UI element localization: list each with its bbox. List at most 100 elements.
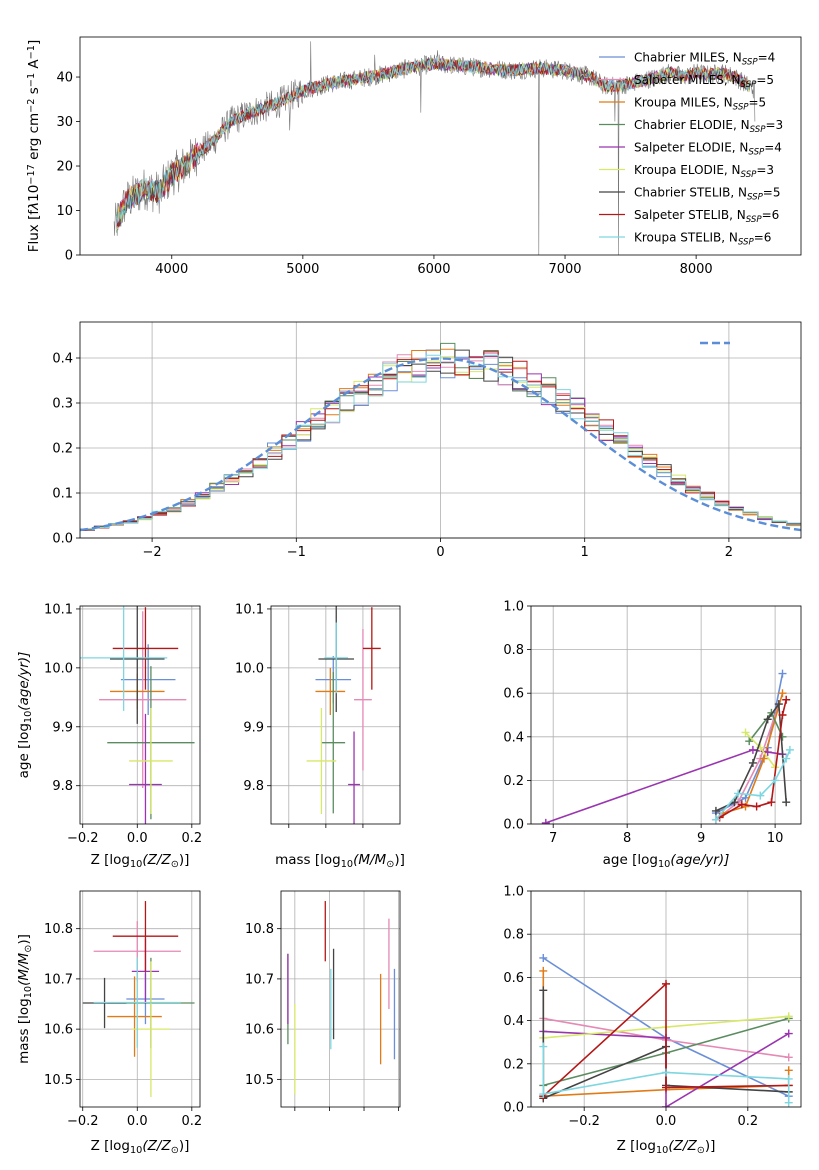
legend-entry-part: SSP: [733, 102, 750, 112]
x-tick-label: 5000: [286, 262, 319, 277]
legend-entry-part: Chabrier ELODIE, N: [634, 118, 750, 132]
axes-frame: [270, 605, 401, 825]
plot-area: [80, 606, 195, 824]
weight-marker: [784, 1066, 793, 1075]
y-axis-label-part: Flux [f: [26, 209, 42, 253]
x-axis-label-part: age [log: [603, 852, 658, 868]
errorbar-point: [112, 901, 179, 972]
y-tick-label: 9.9: [243, 720, 264, 735]
x-tick-label: 0.2: [737, 1114, 758, 1129]
x-axis-label-part: ⊙: [171, 859, 179, 870]
x-tick-label: 7: [549, 831, 557, 846]
x-axis-label: mass [log10(M/M⊙)]: [275, 852, 405, 870]
errorbar-point: [120, 644, 176, 715]
y-tick-label: 9.8: [243, 779, 264, 794]
weight-marker: [782, 754, 791, 763]
y-tick-label: 10.5: [245, 1073, 274, 1088]
legend-entry-part: Salpeter MILES, N: [634, 73, 741, 87]
x-tick-label: −0.2: [568, 1114, 600, 1129]
histogram-salpeter-stelib: [80, 351, 801, 538]
x-axis-label-part: 10: [130, 1145, 142, 1156]
y-axis-label-part: λ: [26, 202, 42, 211]
weight-line-chabrier-miles: [715, 673, 784, 814]
weight-line-salpeter-stelib: [542, 982, 789, 1097]
x-axis-label-part: ⊙: [386, 859, 394, 870]
y-axis-label-part: 10: [23, 986, 34, 998]
weight-marker: [778, 711, 787, 719]
x-axis-label: age [log10(age/yr)]: [603, 852, 730, 870]
legend-entry-part: Kroupa ELODIE, N: [634, 163, 741, 177]
x-axis-label-part: (M/M: [353, 852, 386, 868]
x-axis-label-part: (Z/Z: [668, 1138, 697, 1154]
y-tick-label: 0: [65, 249, 73, 264]
errorbar-point: [362, 607, 381, 690]
errorbar-point: [107, 976, 162, 1057]
weight-marker: [784, 1074, 793, 1083]
legend-entry-part: =6: [754, 231, 772, 245]
plot-area: [80, 342, 801, 538]
legend-entry: Chabrier MILES, NSSP=4: [634, 51, 775, 68]
y-axis-label-part: (age/yr)]: [16, 652, 32, 711]
legend-entry-part: =5: [756, 73, 774, 87]
y-tick-label: 0.4: [52, 352, 73, 367]
weight-line-chabrier-stelib: [715, 701, 787, 812]
weight-marker: [539, 1042, 548, 1051]
x-tick-label: 2: [725, 545, 733, 560]
y-axis-label-part: (M/M: [16, 952, 32, 985]
weight-marker: [760, 754, 769, 763]
legend-entry-part: Kroupa MILES, N: [634, 96, 733, 110]
x-axis-label-part: Z [log: [617, 1138, 656, 1154]
y-axis-label-part: s: [26, 87, 42, 98]
y-axis-label-part: 10: [23, 711, 34, 723]
legend: Chabrier MILES, NSSP=4 Salpeter MILES, N S…: [599, 51, 783, 247]
weight-line-kroupa-miles: [723, 692, 784, 814]
weight-marker: [539, 953, 548, 962]
legend-entry-part: Kroupa STELIB, N: [634, 231, 738, 245]
weight-marker: [734, 789, 743, 798]
x-axis-label-part: 10: [341, 859, 353, 870]
y-tick-label: 1.0: [503, 600, 524, 615]
x-tick-label: −1: [287, 545, 306, 560]
y-tick-label: 0.4: [503, 1014, 524, 1029]
chart-mass-vs-EBV: 10.5 10.6 10.7 10.8: [245, 890, 401, 1111]
errorbar-point: [110, 606, 165, 724]
legend-entry-part: SSP: [738, 237, 755, 247]
y-axis-label-part: erg cm: [26, 113, 42, 164]
weight-line-salpeter-miles: [715, 703, 780, 821]
weight-marker: [539, 1090, 548, 1099]
weight-marker: [763, 748, 772, 757]
x-axis-label-part: )]: [394, 852, 405, 868]
legend-entry-part: SSP: [748, 147, 765, 157]
y-axis-label-part: −1: [26, 73, 37, 87]
errorbar-point: [354, 628, 372, 771]
x-axis-label-part: Z [log: [91, 852, 130, 868]
y-axis-label-part: ]: [26, 40, 42, 45]
x-axis-label-part: Z [log: [91, 1138, 130, 1154]
y-tick-label: 0.0: [52, 532, 73, 547]
x-axis-label-part: (Z/Z: [142, 852, 171, 868]
weight-marker: [662, 1068, 670, 1077]
chart-age-vs-mass: 9.8 9.9 10.0 10.1 mass [log10(M/M⊙)]: [235, 602, 405, 870]
plot-area: [539, 953, 793, 1107]
errorbar-point: [129, 713, 162, 824]
y-tick-label: 1.0: [503, 885, 524, 900]
x-tick-label: −0.2: [67, 1114, 99, 1129]
y-tick-label: 0.6: [503, 971, 524, 986]
y-tick-label: 0.1: [52, 487, 73, 502]
x-tick-label: 4000: [155, 262, 188, 277]
weight-marker: [784, 1098, 793, 1107]
chart-weight-vs-Z: −0.2 0.0 0.2 0.0 0.2 0.4 0.6 0.8 1.0 Z [log10(Z/Z…: [503, 885, 802, 1156]
weight-marker: [711, 815, 720, 824]
grid-lines: [271, 606, 400, 824]
y-tick-label: 10: [56, 204, 73, 219]
y-tick-label: 0.0: [503, 1101, 524, 1116]
legend-entry-part: Chabrier STELIB, N: [634, 186, 747, 200]
x-tick-label: 0.0: [656, 1114, 677, 1129]
gaussian-curve: [80, 357, 801, 532]
axes-frame: [79, 605, 201, 825]
y-axis-label-part: mass [log: [16, 998, 32, 1064]
y-tick-label: 0.2: [503, 1057, 524, 1072]
weight-marker: [774, 700, 783, 709]
y-tick-label: 9.8: [52, 779, 73, 794]
